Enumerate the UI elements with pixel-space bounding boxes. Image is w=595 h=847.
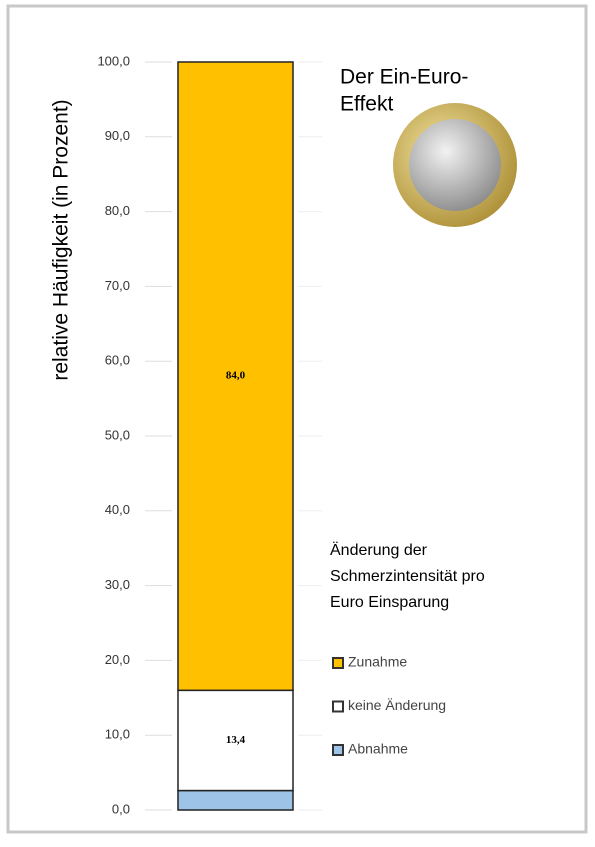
chart-title: Der Ein-Euro- [340,66,468,89]
y-tick-label: 10,0 [105,727,130,742]
y-tick-label: 80,0 [105,203,130,218]
coin [393,103,517,227]
y-tick-label: 70,0 [105,278,130,293]
legend-title: Schmerzintensität pro [330,568,485,585]
legend-label: Zunahme [348,654,407,670]
y-axis-label: relative Häufigkeit (in Prozent) [50,99,73,380]
data-label: 13,4 [226,734,246,746]
bar-segment [177,689,294,792]
y-tick-label: 50,0 [105,427,130,442]
bar-segment [177,789,294,811]
data-label: 84,0 [226,370,246,382]
legend-swatch [332,744,344,756]
chart-title: Effekt [340,93,393,116]
y-tick-label: 30,0 [105,577,130,592]
legend-swatch [332,657,344,669]
y-tick-label: 40,0 [105,502,130,517]
legend-title: Euro Einsparung [330,594,449,611]
bar-segment [177,61,294,692]
y-tick-label: 100,0 [97,53,130,68]
legend-label: keine Änderung [348,697,446,713]
legend-title: Änderung der [330,541,428,559]
y-tick-label: 20,0 [105,652,130,667]
legend-label: Abnahme [348,741,408,757]
y-tick-label: 90,0 [105,128,130,143]
y-tick-label: 0,0 [112,801,130,816]
y-tick-label: 60,0 [105,353,130,368]
legend-swatch [332,700,344,713]
